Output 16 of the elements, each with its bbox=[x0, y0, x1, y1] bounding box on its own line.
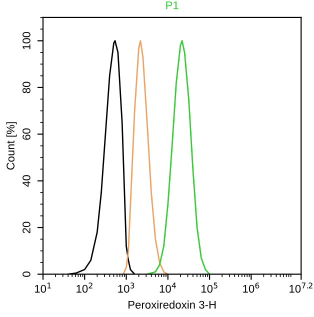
x-tick-label: 10$^{3}$ bbox=[118, 282, 134, 293]
y-tick-label: 40 bbox=[22, 175, 30, 187]
x-axis-title: Peroxiredoxin 3-H bbox=[128, 300, 216, 309]
x-tick-label: 10$^{6}$ bbox=[243, 282, 260, 293]
y-tick-label: 80 bbox=[22, 82, 30, 94]
x-tick-label: 10$^{2}$ bbox=[76, 282, 92, 293]
y-tick-label: 20 bbox=[22, 222, 30, 234]
chart-title: P1 bbox=[166, 1, 178, 10]
y-tick-label: 100 bbox=[22, 32, 30, 50]
x-tick-label: 10$^{7.2}$ bbox=[290, 282, 312, 293]
y-axis-title: Count [%] bbox=[6, 122, 17, 170]
x-tick-label: 10$^{4}$ bbox=[160, 282, 176, 293]
x-tick-label: 10$^{5}$ bbox=[202, 282, 218, 293]
x-tick-label: 10$^{1}$ bbox=[34, 282, 51, 293]
y-tick-label: 60 bbox=[22, 128, 30, 140]
y-tick-label: 0 bbox=[22, 272, 30, 277]
